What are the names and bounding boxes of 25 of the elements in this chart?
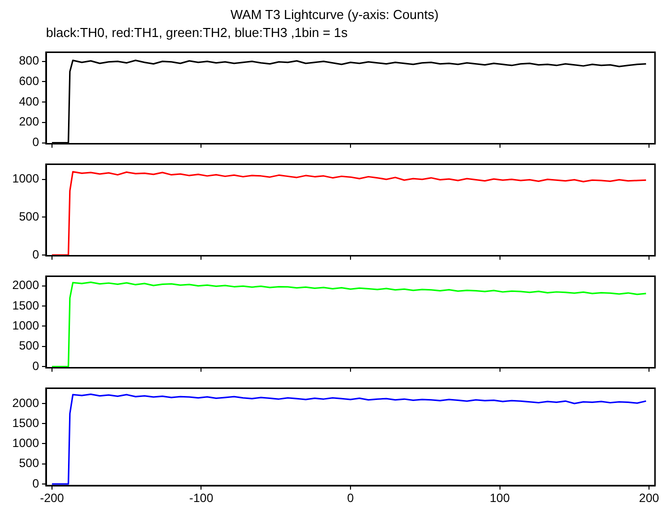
x-tick-label: 100 xyxy=(490,491,510,506)
x-tick-label: -200 xyxy=(40,491,64,506)
x-tick-label: -100 xyxy=(189,491,214,506)
y-tick-label: 1000 xyxy=(12,172,40,186)
x-tick-label: 0 xyxy=(347,491,354,506)
chart-title: WAM T3 Lightcurve (y-axis: Counts) xyxy=(229,7,440,22)
y-tick-label: 1000 xyxy=(12,318,40,333)
y-tick-label: 0 xyxy=(32,476,40,490)
y-tick-label: 500 xyxy=(18,456,40,470)
y-tick-label: 600 xyxy=(18,74,40,88)
x-tick-label: 200 xyxy=(639,491,660,506)
y-tick-label: 0 xyxy=(32,135,40,150)
y-tick-label: 400 xyxy=(18,94,40,108)
y-tick-label: 1000 xyxy=(12,436,40,450)
y-tick-label: 1500 xyxy=(12,298,40,312)
y-tick-label: 500 xyxy=(18,210,40,224)
y-tick-label: 0 xyxy=(32,358,40,373)
y-tick-label: 500 xyxy=(18,338,40,353)
y-tick-label: 800 xyxy=(18,54,40,68)
chart-subtitle: black:TH0, red:TH1, green:TH2, blue:TH3 ,1bin = 1s xyxy=(46,25,348,40)
y-tick-label: 0 xyxy=(32,247,40,262)
y-tick-label: 2000 xyxy=(12,278,40,292)
y-tick-label: 2000 xyxy=(12,396,40,410)
y-tick-label: 200 xyxy=(18,114,40,129)
y-tick-label: 1500 xyxy=(12,416,40,430)
